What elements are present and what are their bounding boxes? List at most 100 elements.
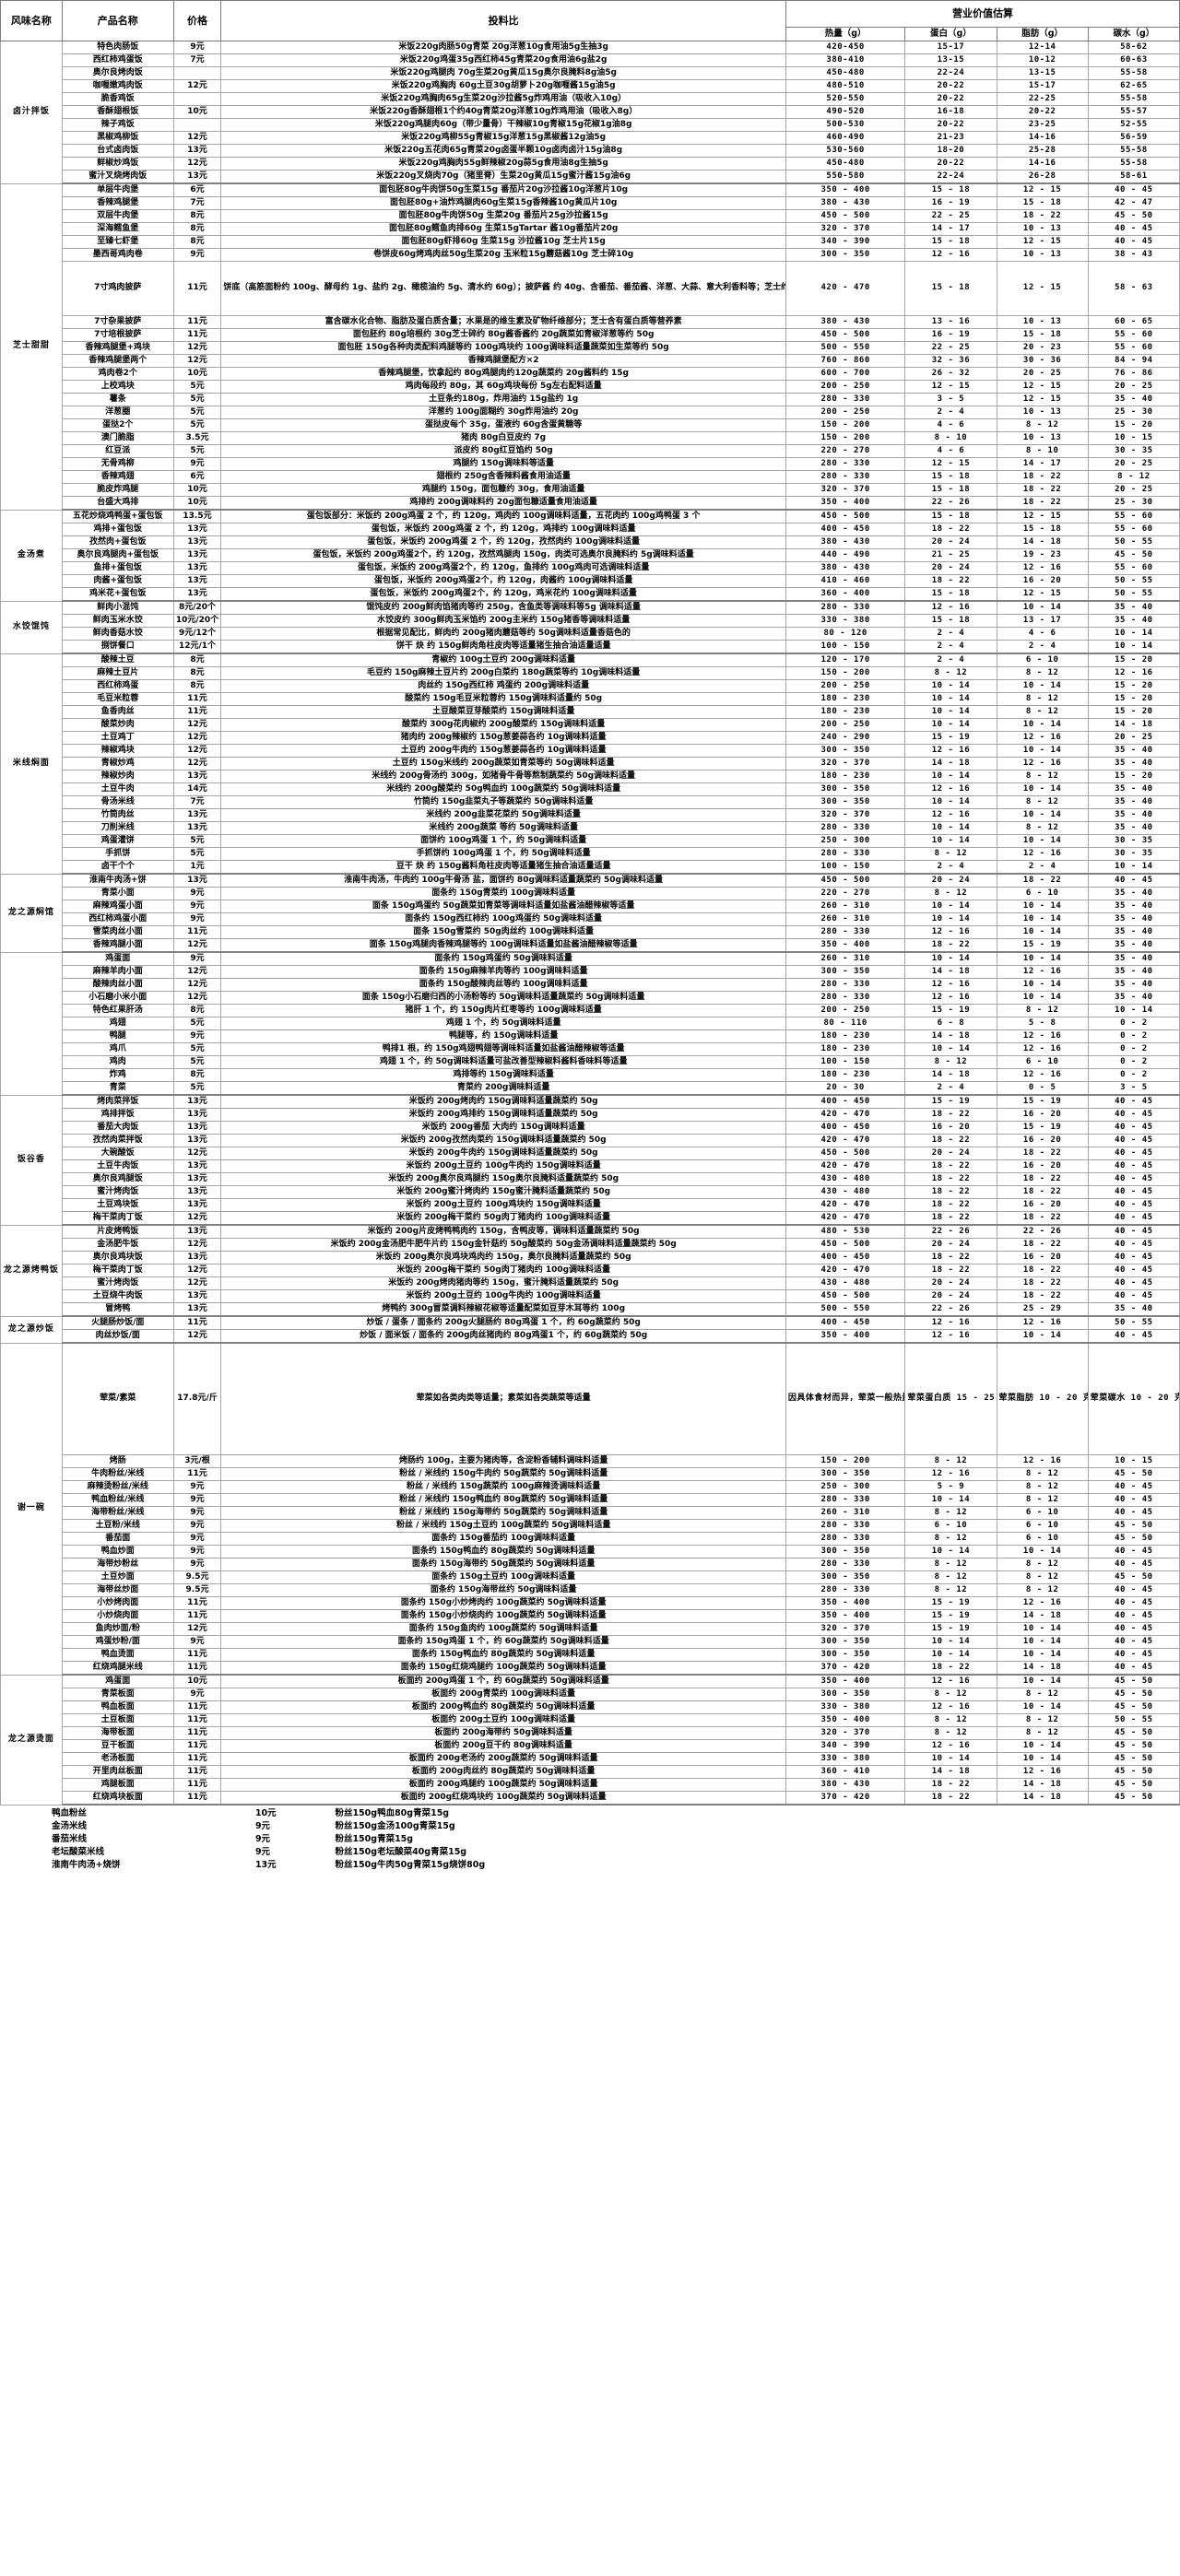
nutrition-protein: 12 - 16 [904, 1329, 997, 1344]
ingredient-ratio: 鸭排1 根，约 150g鸡翅鸭翅等调味料适量如盐酱油醋辣椒等适量 [220, 1042, 786, 1056]
nutrition-fat: 6 - 10 [996, 653, 1089, 667]
product-name: 老汤板面 [61, 1752, 174, 1766]
table-row: 深海鳕鱼堡 8元 面包胚80g鳕鱼肉排60g 生菜15gTartar 酱10g番茄片… [1, 222, 1180, 236]
product-name: 鸡肉卷2个 [61, 367, 174, 381]
nutrition-protein: 18 - 22 [904, 1211, 997, 1226]
nutrition-protein: 8 - 12 [904, 1558, 997, 1571]
nutrition-carb: 25 - 30 [1087, 406, 1180, 419]
table-row: 辣椒炒肉 13元 米线约 200g骨汤约 300g，如猪骨牛骨等熬制蔬菜约 50g调… [1, 770, 1180, 783]
product-name: 双层牛肉堡 [61, 209, 174, 223]
nutrition-kcal: 260 - 310 [785, 900, 906, 913]
nutrition-fat: 16 - 20 [996, 1159, 1089, 1173]
table-row: 小炒烧肉面 11元 面条约 150g小炒烧肉约 100g蔬菜约 50g调味料适量 35… [1, 1609, 1180, 1623]
ingredient-ratio: 豆干 炔 约 150g酱料角柱皮肉等适量猪生抽合油适量适量 [220, 860, 786, 875]
product-price: 12元 [172, 79, 222, 93]
product-price [172, 118, 222, 132]
nutrition-carb: 35 - 40 [1087, 1302, 1180, 1317]
nutrition-fat: 18 - 22 [996, 209, 1089, 223]
nutrition-fat: 15 - 19 [996, 1121, 1089, 1135]
nutrition-carb: 40 - 45 [1087, 1545, 1180, 1559]
nutrition-protein: 12 - 16 [904, 1700, 997, 1714]
product-price: 13元 [172, 144, 222, 158]
table-row: 香辣鸡腿堡+鸡块 12元 面包胚 150g各种肉类配料鸡腿等约 100g鸡块约 10… [1, 341, 1180, 355]
nutrition-fat: 16 - 20 [996, 1134, 1089, 1147]
footer-list-table: 鸭血粉丝 10元 粉丝150g鸭血80g青菜15g 金汤米线 9元 粉丝150g金汤100… [0, 1806, 1180, 1870]
flavor-label: 水饺馄饨 [0, 600, 63, 654]
nutrition-fat: 18 - 22 [996, 1238, 1089, 1252]
nutrition-kcal: 480-510 [785, 79, 906, 93]
nutrition-kcal: 380-410 [785, 53, 906, 67]
product-price: 9元/12个 [172, 627, 222, 641]
product-name: 鸡翅 [61, 1017, 174, 1030]
nutrition-kcal: 100 - 150 [785, 860, 906, 875]
nutrition-carb: 55 - 60 [1087, 523, 1180, 536]
table-row: 梅干菜肉丁饭 12元 米饭约 200g梅干菜约 50g肉丁猪肉约 100g调味料适量… [1, 1264, 1180, 1277]
nutrition-fat: 8 - 12 [996, 1004, 1089, 1017]
product-name: 奥尔良鸡腿饭 [61, 1172, 174, 1186]
product-price: 5元 [172, 1055, 222, 1069]
product-price [172, 92, 222, 106]
nutrition-kcal: 450 - 500 [785, 328, 906, 342]
nutrition-kcal: 420-450 [785, 41, 906, 54]
nutrition-carb: 35 - 40 [1087, 782, 1180, 796]
product-price: 6元 [172, 182, 222, 197]
nutrition-fat: 20 - 25 [996, 367, 1089, 381]
product-name: 土豆牛肉 [61, 782, 174, 796]
nutrition-protein: 3 - 5 [904, 393, 997, 406]
list-item: 番茄米线 9元 粉丝150g青菜15g [0, 1831, 1180, 1844]
flavor-label: 龙之源焖馆 [0, 873, 63, 953]
table-row: 脆皮炸鸡腿 10元 鸡腿约 150g，面包糠约 30g，食用油适量 320 - 370… [1, 483, 1180, 497]
nutrition-carb: 45 - 50 [1087, 1739, 1180, 1753]
table-row: 金汤肥牛饭 12元 米饭约 200g金汤肥牛肥牛片约 150g金针菇约 50g酸菜约… [1, 1238, 1180, 1252]
nutrition-carb: 20 - 25 [1087, 483, 1180, 497]
product-price: 8元 [172, 1004, 222, 1017]
nutrition-kcal: 350 - 400 [785, 1609, 906, 1623]
nutrition-protein: 15 - 18 [904, 587, 997, 602]
ingredient-ratio: 炒饭 / 蛋条 / 面条约 200g火腿肠约 80g鸡蛋 1 个，约 60g蔬菜… [220, 1315, 786, 1330]
product-price: 11元 [172, 1609, 222, 1623]
product-price: 5元 [172, 1081, 222, 1096]
nutrition-kcal: 490-520 [785, 105, 906, 119]
nutrition-fat: 26-28 [996, 170, 1089, 184]
table-row: 香辣鸡腿堡 7元 面包胚80g+油炸鸡腿肉60g生菜15g香辣酱10g黄瓜片10g 3… [1, 196, 1180, 210]
nutrition-protein: 10 - 14 [904, 951, 997, 966]
product-name: 辣椒炒肉 [61, 770, 174, 783]
product-name: 7寸鸡肉披萨 [61, 261, 174, 316]
nutrition-kcal: 340 - 390 [785, 1739, 906, 1753]
product-name: 鸡米花+蛋包饭 [61, 587, 174, 602]
table-row: 7寸培根披萨 11元 面包胚约 80g培根约 30g芝士碎约 80g酱香酱约 20g… [1, 328, 1180, 342]
product-price: 12元 [172, 341, 222, 355]
nutrition-carb: 20 - 25 [1087, 380, 1180, 394]
table-row: 牛肉粉丝/米线 11元 粉丝 / 米线约 150g牛肉约 50g蔬菜约 50g调味料… [1, 1467, 1180, 1481]
ingredient-ratio: 板面约 200g豆干约 80g调味料适量 [220, 1739, 786, 1753]
nutrition-fat: 12 - 16 [996, 731, 1089, 745]
nutrition-kcal: 260 - 310 [785, 1506, 906, 1520]
table-row: 老汤板面 11元 板面约 200g老汤约 200g蔬菜约 50g调味料适量 330 -… [1, 1752, 1180, 1766]
table-row: 海带板面 11元 板面约 200g海带约 50g调味料适量 320 - 370 8 - … [1, 1726, 1180, 1740]
product-name: 上校鸡块 [61, 380, 174, 394]
ingredient-ratio: 米线约 200g蔬菜 等约 50g调味料适量 [220, 821, 786, 835]
nutrition-kcal: 250 - 300 [785, 1480, 906, 1494]
table-row: 鸭血烫面 11元 面条约 150g鸭血约 80g蔬菜约 50g调味料适量 300 - … [1, 1648, 1180, 1662]
nutrition-kcal: 220 - 270 [785, 444, 906, 458]
ingredient-ratio: 蛋包饭，米饭约 200g鸡蛋 2 个，约 120g，鸡排约 100g调味料适量 [220, 523, 786, 536]
nutrition-fat: 8 - 12 [996, 1493, 1089, 1507]
product-name: 小石磨小米小面 [61, 991, 174, 1005]
product-price: 11元 [172, 1726, 222, 1740]
nutrition-kcal: 因具体食材而异，荤菜一般热量、蛋白质、脂肪较高，素菜相对低热量、高膳食纤维 [785, 1342, 906, 1455]
product-name: 鲜肉玉米水饺 [61, 614, 174, 628]
nutrition-protein: 12 - 16 [904, 1739, 997, 1753]
product-name: 牛肉粉丝/米线 [61, 1467, 174, 1481]
product-price: 9元 [172, 887, 222, 900]
nutrition-protein: 18 - 22 [904, 1778, 997, 1792]
nutrition-carb: 38 - 43 [1087, 248, 1180, 262]
nutrition-carb: 62-65 [1087, 79, 1180, 93]
ingredient-ratio: 肉丝约 150g西红柿 鸡蛋约 200g调味料适量 [220, 679, 786, 693]
nutrition-protein: 18 - 22 [904, 1172, 997, 1186]
table-row: 海带炒粉丝 9元 面条约 150g海带约 50g蔬菜约 50g调味料适量 280 - … [1, 1558, 1180, 1571]
nutrition-protein: 2 - 4 [904, 860, 997, 875]
product-name: 鸡蛋面 [61, 1674, 174, 1688]
product-name: 蜜汁烤肉饭 [61, 1185, 174, 1199]
nutrition-fat: 10 - 14 [996, 1635, 1089, 1649]
product-price: 13元 [172, 873, 222, 888]
